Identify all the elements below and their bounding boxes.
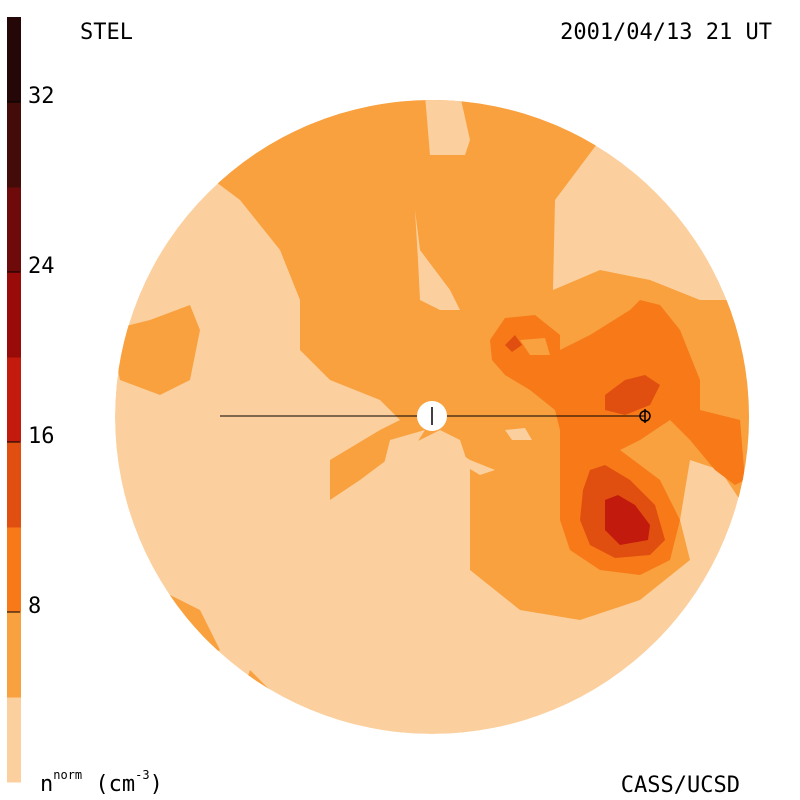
instrument-label: STEL (80, 20, 133, 45)
colorbar-segment-1 (7, 612, 21, 698)
colorbar-segment-0 (7, 697, 21, 783)
colorbar-tick-label-8: 8 (28, 594, 41, 619)
contour-hole-center-sw (380, 430, 425, 480)
credit-label: CASS/UCSD (620, 773, 740, 798)
unit-superscript: norm (53, 768, 83, 782)
timestamp-label: 2001/04/13 21 UT (560, 20, 772, 45)
colorbar-segment-7 (7, 102, 21, 188)
colorbar-unit-label: nnorm (cm-3) (40, 769, 163, 797)
unit-paren: (cm (95, 772, 136, 797)
colorbar-segment-4 (7, 357, 21, 443)
contour-level-1-west-island (115, 305, 200, 395)
contour-hole-center-south (440, 440, 495, 475)
colorbar-segment-3 (7, 442, 21, 528)
contour-level-3-west (505, 335, 522, 352)
contour-level-4-core (605, 495, 650, 545)
unit-close: ) (149, 772, 163, 797)
contour-hole-center-east (505, 428, 532, 440)
colorbar-tick-label-16: 16 (28, 424, 55, 449)
colorbar (7, 17, 21, 783)
contour-hole-center-north (415, 210, 460, 310)
colorbar-segment-2 (7, 527, 21, 613)
colorbar-tick-label-24: 24 (28, 254, 55, 279)
density-disc (115, 100, 749, 734)
contour-hole-level-2 (520, 338, 550, 355)
colorbar-ticks (7, 101, 20, 613)
contour-hole-west-small (235, 362, 260, 382)
colorbar-tick-label-32: 32 (28, 84, 55, 109)
earth-marker (639, 409, 651, 423)
colorbar-segment-5 (7, 272, 21, 358)
colorbar-segment-6 (7, 187, 21, 273)
unit-main: n (40, 772, 54, 797)
contour-level-3-north (605, 375, 660, 415)
contour-level-2-main (490, 300, 745, 575)
sun-marker (417, 401, 447, 431)
contour-hole-north (425, 100, 470, 155)
colorbar-segment-8 (7, 17, 21, 103)
unit-exponent: -3 (135, 768, 150, 782)
